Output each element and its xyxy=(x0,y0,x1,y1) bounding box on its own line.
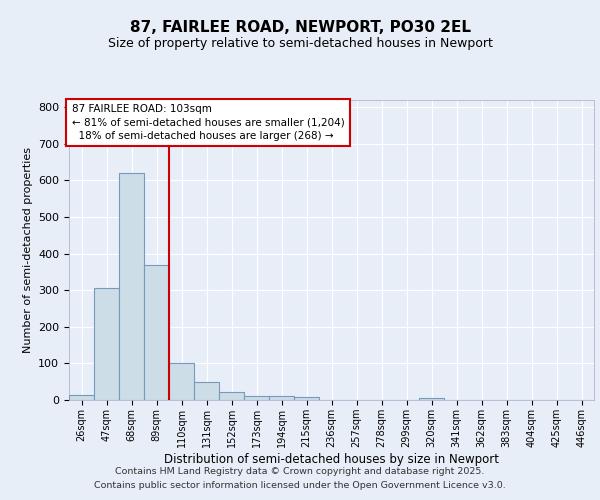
Bar xyxy=(144,264,169,400)
Bar xyxy=(244,396,269,400)
Text: 87 FAIRLEE ROAD: 103sqm
← 81% of semi-detached houses are smaller (1,204)
  18% : 87 FAIRLEE ROAD: 103sqm ← 81% of semi-de… xyxy=(71,104,344,141)
Bar xyxy=(294,397,319,400)
Text: Contains HM Land Registry data © Crown copyright and database right 2025.: Contains HM Land Registry data © Crown c… xyxy=(115,466,485,475)
Text: 87, FAIRLEE ROAD, NEWPORT, PO30 2EL: 87, FAIRLEE ROAD, NEWPORT, PO30 2EL xyxy=(130,20,470,35)
Text: Contains public sector information licensed under the Open Government Licence v3: Contains public sector information licen… xyxy=(94,482,506,490)
Y-axis label: Number of semi-detached properties: Number of semi-detached properties xyxy=(23,147,32,353)
Text: Size of property relative to semi-detached houses in Newport: Size of property relative to semi-detach… xyxy=(107,38,493,51)
Bar xyxy=(419,398,444,400)
Bar xyxy=(219,392,244,400)
Bar xyxy=(119,173,144,400)
Bar xyxy=(94,288,119,400)
Bar xyxy=(69,394,94,400)
Bar xyxy=(194,382,219,400)
X-axis label: Distribution of semi-detached houses by size in Newport: Distribution of semi-detached houses by … xyxy=(164,452,499,466)
Bar xyxy=(269,396,294,400)
Bar xyxy=(169,364,194,400)
